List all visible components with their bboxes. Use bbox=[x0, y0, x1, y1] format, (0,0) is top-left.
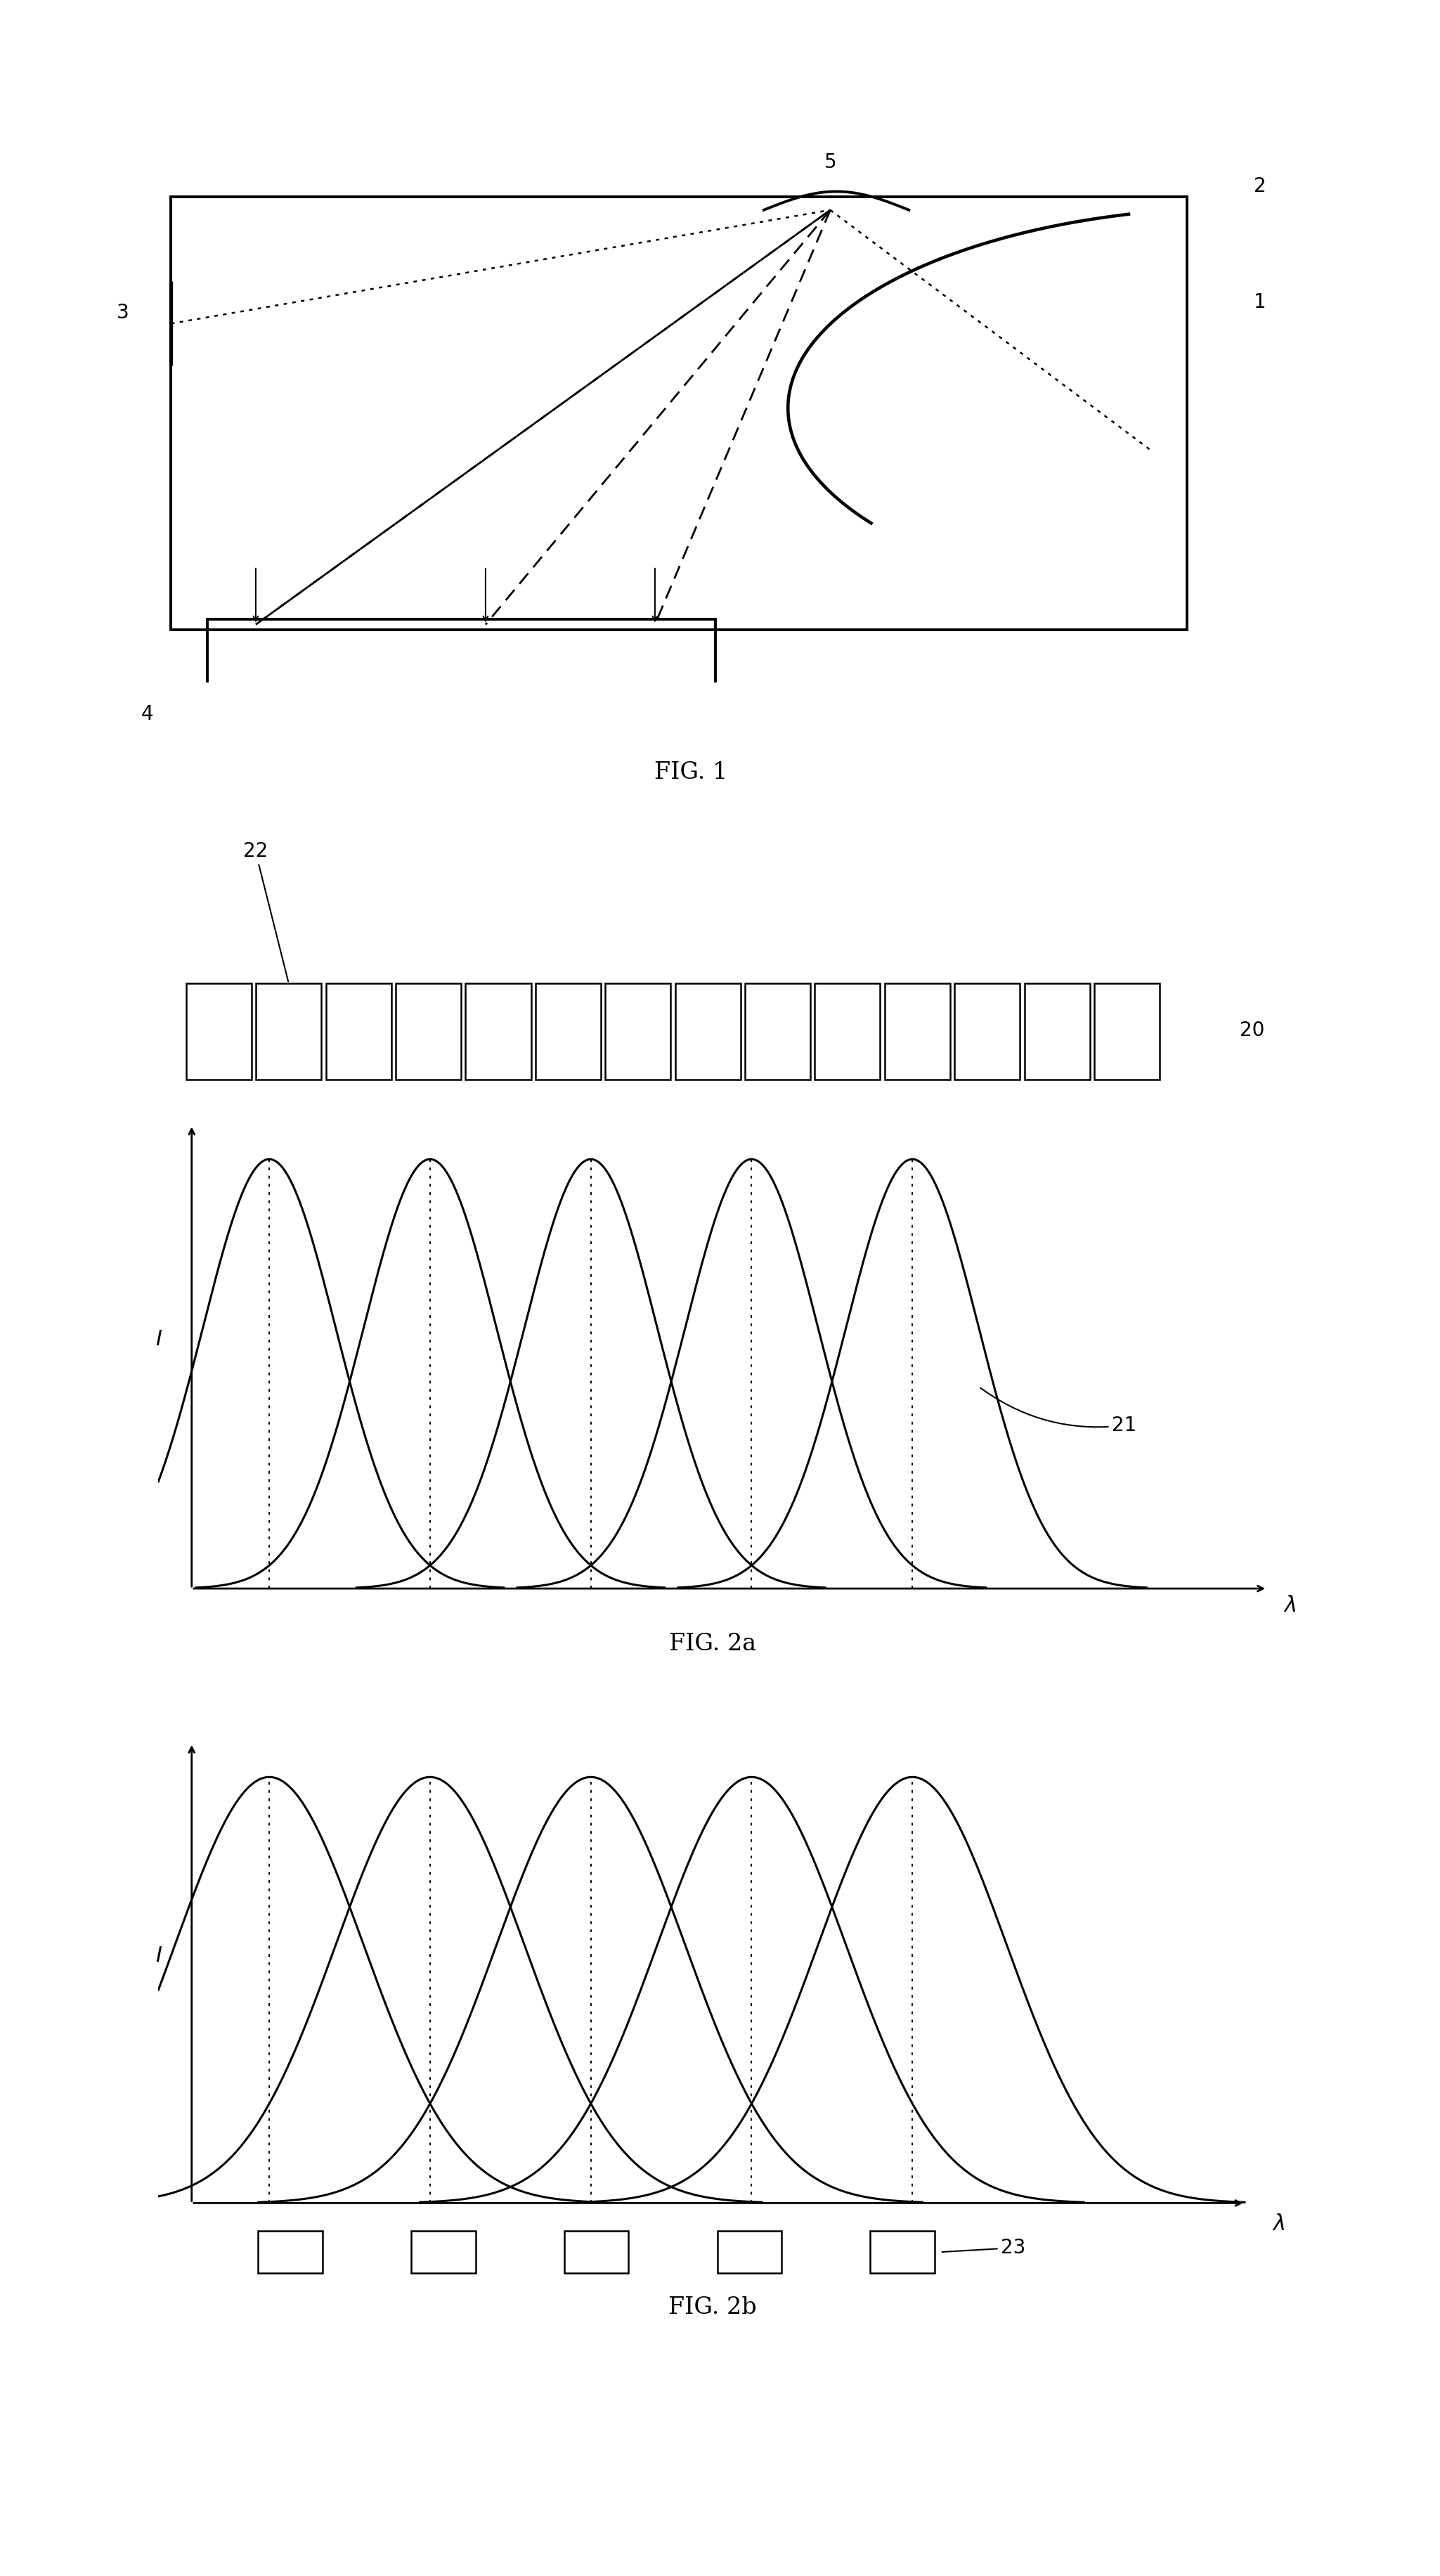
Text: 3: 3 bbox=[117, 304, 130, 322]
Text: 22: 22 bbox=[243, 842, 288, 981]
Text: I: I bbox=[156, 1329, 161, 1350]
Text: $\lambda$: $\lambda$ bbox=[1272, 2215, 1284, 2233]
Text: 23: 23 bbox=[942, 2239, 1025, 2257]
Text: I: I bbox=[156, 1945, 161, 1965]
Text: 21: 21 bbox=[981, 1388, 1136, 1435]
Text: $\lambda$: $\lambda$ bbox=[1283, 1595, 1296, 1615]
Text: 20: 20 bbox=[1240, 1020, 1264, 1041]
Text: 4: 4 bbox=[141, 703, 153, 724]
Text: 1: 1 bbox=[1253, 294, 1266, 312]
Text: FIG. 2b: FIG. 2b bbox=[668, 2295, 757, 2318]
Text: FIG. 1: FIG. 1 bbox=[655, 760, 727, 783]
Text: FIG. 2a: FIG. 2a bbox=[670, 1633, 756, 1656]
Text: 5: 5 bbox=[824, 152, 837, 173]
Text: 2: 2 bbox=[1253, 175, 1266, 196]
